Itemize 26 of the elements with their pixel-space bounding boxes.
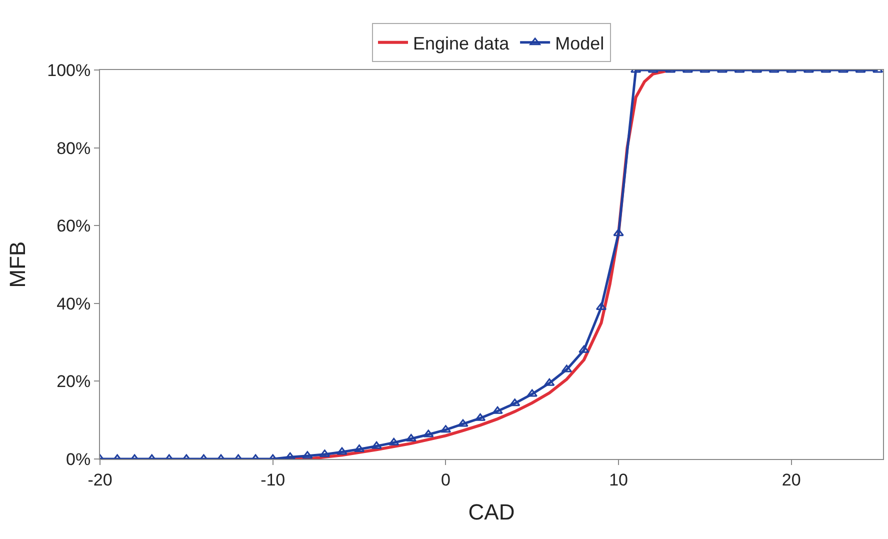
point xyxy=(302,451,313,459)
point xyxy=(544,378,555,386)
y-axis-title: MFB xyxy=(4,241,30,288)
point xyxy=(406,434,416,442)
y-tick-label: 60% xyxy=(56,216,91,236)
y-tick-label: 40% xyxy=(56,294,91,314)
x-tick-label: 0 xyxy=(440,470,450,490)
y-tick-label: 100% xyxy=(47,60,91,80)
y-tick-label: 0% xyxy=(66,450,91,469)
point xyxy=(336,447,348,455)
legend-label: Engine data xyxy=(413,33,510,54)
legend-label: Model xyxy=(555,33,604,54)
point xyxy=(578,345,590,353)
point xyxy=(526,389,538,397)
x-tick-label: -20 xyxy=(88,470,112,490)
x-tick-label: -10 xyxy=(260,470,286,490)
point xyxy=(423,430,434,438)
point xyxy=(458,419,468,427)
point xyxy=(492,406,503,414)
x-tick-label: 10 xyxy=(609,470,628,490)
y-tick-label: 80% xyxy=(56,138,91,158)
y-tick-label: 20% xyxy=(56,372,91,392)
point xyxy=(613,228,624,236)
x-tick-label: 20 xyxy=(782,470,801,490)
point xyxy=(371,441,382,449)
x-axis-title: CAD xyxy=(468,499,515,524)
